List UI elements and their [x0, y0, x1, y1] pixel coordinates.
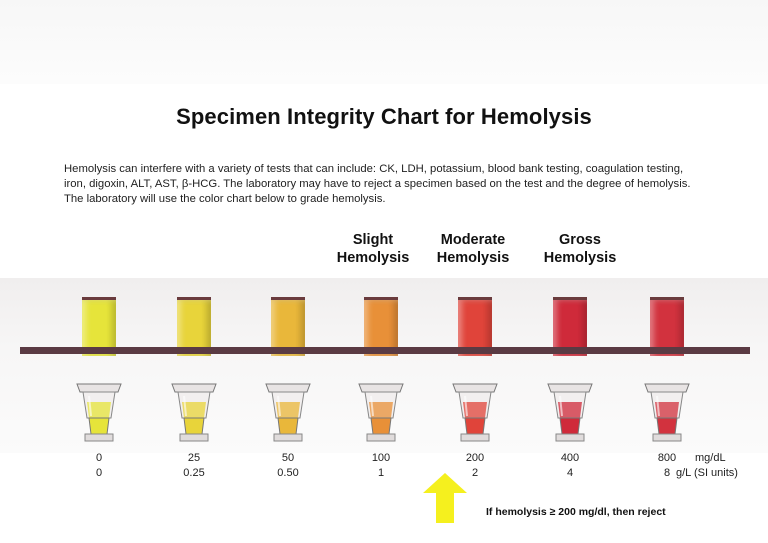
- up-arrow-icon: [423, 473, 467, 523]
- intro-line: iron, digoxin, ALT, AST, β-HCG. The labo…: [64, 178, 691, 190]
- category-gross: Gross Hemolysis: [543, 232, 617, 266]
- sample-cup-icon: [452, 383, 498, 442]
- sample-tube: [650, 297, 684, 356]
- sample-cup-icon: [547, 383, 593, 442]
- sample-tube: [177, 297, 211, 356]
- mg-dl-value: 400: [560, 452, 580, 464]
- g-l-value: 0: [95, 467, 103, 479]
- g-l-value: 4: [566, 467, 574, 479]
- sample-cup-icon: [644, 383, 690, 442]
- mg-dl-value: 200: [465, 452, 485, 464]
- g-l-value: 2: [471, 467, 479, 479]
- sample-tube: [271, 297, 305, 356]
- category-moderate: Moderate Hemolysis: [436, 232, 510, 266]
- sample-tube: [364, 297, 398, 356]
- sample-cup-icon: [76, 383, 122, 442]
- sample-tube: [553, 297, 587, 356]
- divider-bar: [20, 347, 750, 354]
- mg-dl-value: 800: [657, 452, 677, 464]
- intro-paragraph: Hemolysis can interfere with a variety o…: [64, 162, 764, 207]
- sample-cup-icon: [171, 383, 217, 442]
- mg-dl-value: 25: [187, 452, 201, 464]
- top-band: [0, 0, 768, 84]
- mg-dl-value: 0: [95, 452, 103, 464]
- g-l-value: 8: [663, 467, 671, 479]
- intro-line: The laboratory will use the color chart …: [64, 193, 386, 205]
- sample-tube: [82, 297, 116, 356]
- sample-cup-icon: [358, 383, 404, 442]
- sample-cup-icon: [265, 383, 311, 442]
- category-slight: Slight Hemolysis: [336, 232, 410, 266]
- page-title: Specimen Integrity Chart for Hemolysis: [176, 104, 592, 129]
- mg-dl-value: 100: [371, 452, 391, 464]
- g-l-value: 1: [377, 467, 385, 479]
- reject-note: If hemolysis ≥ 200 mg/dl, then reject: [486, 506, 666, 518]
- mg-dl-value: 50: [281, 452, 295, 464]
- unit-g-l: g/L (SI units): [676, 467, 738, 479]
- g-l-value: 0.50: [277, 467, 299, 479]
- g-l-value: 0.25: [183, 467, 205, 479]
- sample-tube: [458, 297, 492, 356]
- unit-mg-dl: mg/dL: [695, 452, 726, 464]
- intro-line: Hemolysis can interfere with a variety o…: [64, 163, 684, 175]
